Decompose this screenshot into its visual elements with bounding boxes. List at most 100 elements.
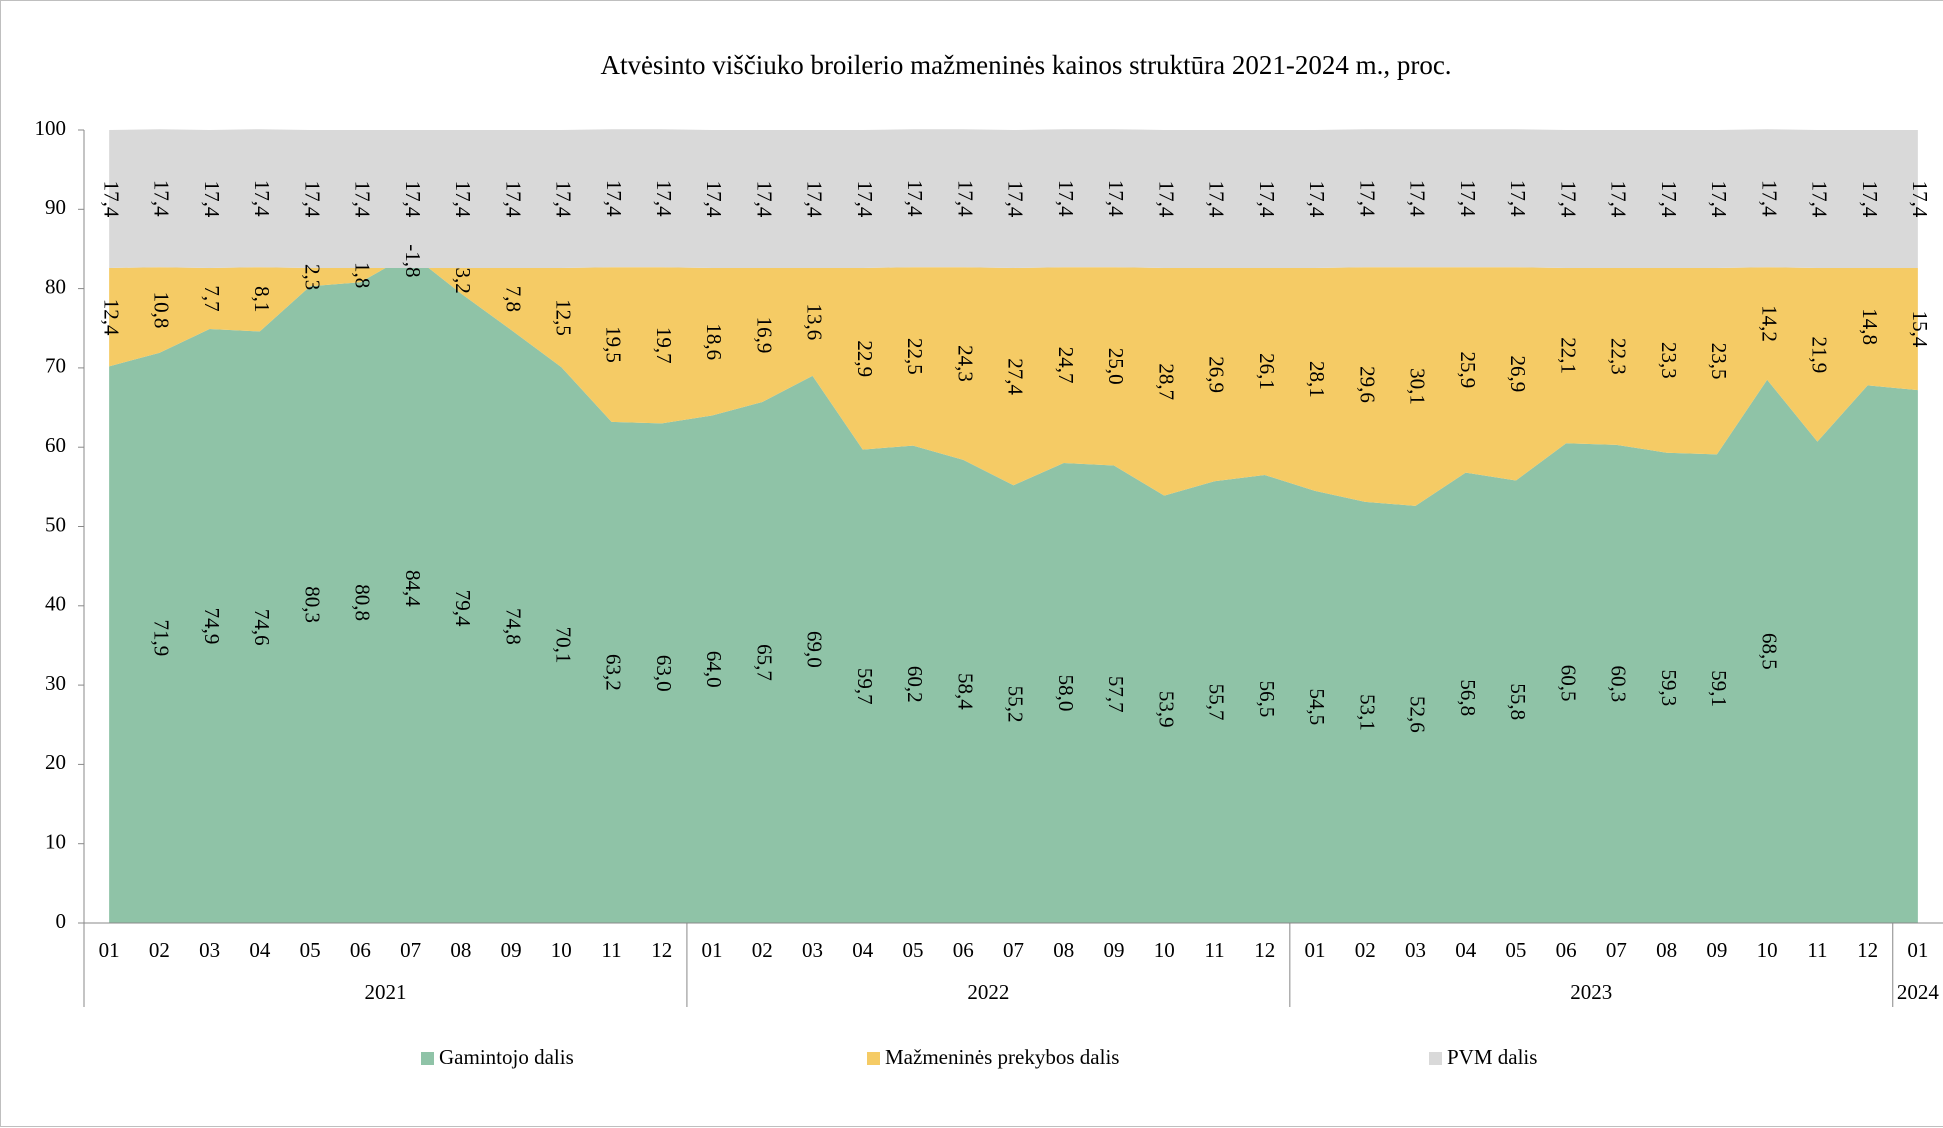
chart-title: Atvėsinto viščiuko broilerio mažmeninės …: [600, 50, 1451, 80]
data-label: 10,8: [150, 292, 174, 329]
data-label: 53,1: [1355, 694, 1379, 731]
data-label: 17,4: [1607, 181, 1631, 218]
data-label: 17,4: [1305, 181, 1329, 218]
x-tick-label: 03: [1405, 938, 1426, 962]
data-label: 23,5: [1707, 343, 1731, 380]
data-label: 17,4: [150, 180, 174, 217]
x-tick-label: 07: [1606, 938, 1627, 962]
x-tick-label: 05: [300, 938, 321, 962]
data-label: 21,9: [1808, 336, 1832, 373]
data-label: 17,4: [401, 181, 425, 218]
data-label: 56,5: [1255, 681, 1279, 718]
data-label: 17,4: [250, 180, 274, 217]
data-label: 30,1: [1406, 368, 1430, 405]
data-label: 17,4: [1255, 181, 1279, 218]
data-label: 17,4: [1657, 181, 1681, 218]
x-tick-label: 03: [199, 938, 220, 962]
y-tick-label: 20: [45, 750, 66, 774]
data-label: 17,4: [953, 180, 977, 217]
y-tick-label: 70: [45, 354, 66, 378]
data-label: 12,5: [551, 299, 575, 336]
data-label: 17,4: [1808, 181, 1832, 218]
x-tick-label: 02: [752, 938, 773, 962]
data-label: 25,9: [1456, 352, 1480, 389]
x-tick-label: 01: [1907, 938, 1928, 962]
data-label: 17,4: [702, 181, 726, 218]
data-label: 17,4: [752, 181, 776, 218]
data-label: 17,4: [1707, 181, 1731, 218]
data-label: 7,7: [200, 285, 224, 311]
data-label: 55,8: [1506, 683, 1530, 720]
x-tick-label: 08: [1656, 938, 1677, 962]
data-label: 59,3: [1657, 670, 1681, 707]
x-tick-label: 11: [1807, 938, 1827, 962]
data-label: 17,4: [1908, 181, 1932, 218]
x-tick-label: 02: [149, 938, 170, 962]
x-tick-label: 06: [350, 938, 371, 962]
data-label: 74,6: [250, 609, 274, 646]
data-label: 17,4: [99, 181, 123, 218]
data-label: 17,4: [1757, 180, 1781, 217]
data-label: 1,8: [351, 262, 375, 288]
x-tick-label: 05: [903, 938, 924, 962]
data-label: 84,4: [401, 570, 425, 607]
x-tick-label: 09: [1706, 938, 1727, 962]
y-tick-label: 0: [56, 909, 67, 933]
data-label: 26,9: [1506, 355, 1530, 392]
data-label: 58,0: [1054, 675, 1078, 712]
y-tick-label: 80: [45, 274, 66, 298]
data-label: 71,9: [150, 620, 174, 657]
data-label: 18,6: [702, 323, 726, 360]
data-label: 17,4: [1858, 181, 1882, 218]
data-label: 3,2: [451, 268, 475, 294]
x-tick-label: 11: [601, 938, 621, 962]
area: [109, 253, 1918, 923]
x-tick-label: 08: [450, 938, 471, 962]
data-label: 16,9: [752, 317, 776, 354]
area: [109, 253, 1918, 506]
x-tick-label: 10: [1757, 938, 1778, 962]
data-label: 2,3: [300, 264, 324, 290]
x-tick-label: 04: [249, 938, 271, 962]
x-tick-label: 12: [651, 938, 672, 962]
data-label: 17,4: [1556, 181, 1580, 218]
data-label: 74,8: [501, 608, 525, 645]
data-label: 22,5: [903, 338, 927, 375]
data-label: 17,4: [1004, 181, 1028, 218]
x-tick-label: 12: [1254, 938, 1275, 962]
data-label: 63,0: [652, 655, 676, 692]
data-label: 17,4: [853, 181, 877, 218]
data-label: 17,4: [602, 180, 626, 217]
data-label: 60,2: [903, 666, 927, 703]
data-label: 59,1: [1707, 670, 1731, 707]
data-label: 53,9: [1154, 691, 1178, 728]
data-label: 14,2: [1757, 305, 1781, 342]
x-group-label: 2021: [364, 980, 406, 1004]
y-tick-label: 30: [45, 671, 66, 695]
data-label: 26,9: [1205, 356, 1229, 393]
data-label: 17,4: [1205, 181, 1229, 218]
x-group-label: 2024: [1897, 980, 1940, 1004]
data-label: 24,3: [953, 345, 977, 382]
data-label: 70,1: [551, 627, 575, 664]
data-label: 58,4: [953, 673, 977, 710]
data-label: 13,6: [803, 304, 827, 341]
data-label: 15,4: [1908, 311, 1932, 348]
data-label: 54,5: [1305, 689, 1329, 726]
data-label: 65,7: [752, 644, 776, 681]
data-label: 17,4: [1406, 180, 1430, 217]
legend-swatch: [421, 1052, 434, 1065]
data-label: 17,4: [501, 181, 525, 218]
data-label: 57,7: [1104, 676, 1128, 713]
data-label: 7,8: [501, 286, 525, 312]
data-label: 17,4: [200, 181, 224, 218]
y-tick-label: 10: [45, 830, 66, 854]
data-label: 17,4: [903, 180, 927, 217]
data-label: 17,4: [451, 181, 475, 218]
data-label: 22,3: [1607, 338, 1631, 375]
data-label: -1,8: [401, 244, 425, 277]
data-label: 68,5: [1757, 633, 1781, 670]
area: [109, 129, 1918, 268]
data-label: 52,6: [1406, 696, 1430, 733]
